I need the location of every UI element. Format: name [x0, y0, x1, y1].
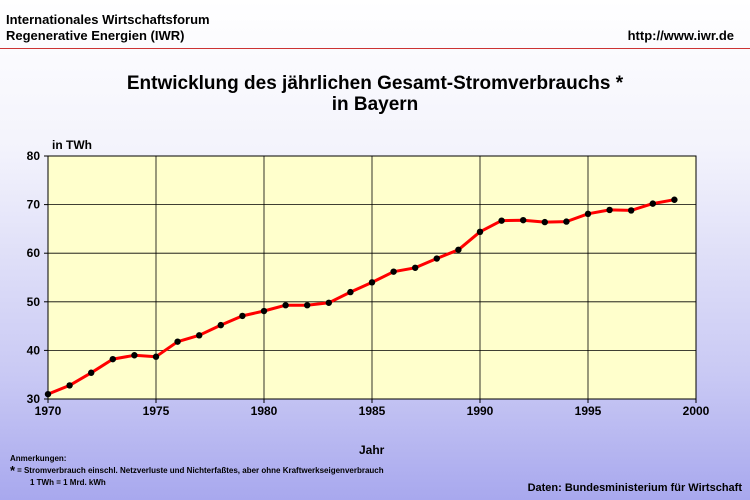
data-point	[88, 369, 95, 376]
y-tick-label: 80	[27, 149, 41, 163]
data-point	[563, 218, 570, 225]
data-point	[476, 228, 484, 236]
data-point	[412, 264, 419, 271]
website-url: http://www.iwr.de	[627, 28, 734, 43]
data-point	[131, 352, 138, 359]
data-point	[584, 210, 592, 218]
data-point	[347, 288, 354, 296]
header-divider	[0, 48, 750, 49]
x-tick-label: 1985	[359, 404, 386, 418]
x-tick-label: 2000	[683, 404, 710, 418]
x-tick-label: 1980	[251, 404, 278, 418]
y-axis-unit-label: in TWh	[52, 138, 92, 152]
data-point	[217, 321, 224, 329]
x-tick-label: 1975	[143, 404, 170, 418]
data-point	[304, 302, 311, 309]
data-point	[152, 353, 160, 360]
organization-name: Internationales Wirtschaftsforum Regener…	[6, 12, 210, 44]
data-point	[671, 196, 678, 203]
data-point	[498, 217, 505, 224]
x-axis-label: Jahr	[359, 443, 385, 457]
data-point	[390, 268, 397, 275]
x-tick-label: 1970	[35, 404, 62, 418]
notes: Anmerkungen: * = Stromverbrauch einschl. …	[10, 453, 384, 489]
data-point	[541, 218, 548, 226]
y-tick-label: 60	[27, 246, 41, 260]
series-line	[47, 198, 675, 396]
org-line-1: Internationales Wirtschaftsforum	[6, 12, 210, 27]
data-point	[520, 216, 527, 224]
data-source: Daten: Bundesministerium für Wirtschaft	[527, 482, 742, 494]
x-tick-label: 1995	[575, 404, 602, 418]
y-tick-label: 70	[27, 198, 41, 212]
x-tick-label: 1990	[467, 404, 494, 418]
data-point	[325, 299, 332, 306]
notes-definition-text: = Stromverbrauch einschl. Netzverluste u…	[17, 466, 384, 475]
chart-title-line-1: Entwicklung des jährlichen Gesamt-Stromv…	[126, 73, 624, 94]
data-point	[455, 246, 462, 253]
data-point	[628, 207, 635, 214]
notes-star: *	[10, 463, 16, 478]
data-point	[433, 255, 440, 262]
y-tick-label: 50	[27, 295, 41, 309]
data-point	[649, 200, 656, 207]
notes-definition: * = Stromverbrauch einschl. Netzverluste …	[10, 463, 384, 478]
data-point	[196, 332, 203, 339]
data-point	[606, 206, 613, 214]
notes-unit-conversion: 1 TWh = 1 Mrd. kWh	[30, 478, 106, 487]
data-point	[260, 307, 268, 315]
data-point	[282, 302, 289, 309]
data-point	[66, 382, 73, 389]
y-tick-label: 40	[27, 343, 41, 357]
notes-heading: Anmerkungen:	[10, 454, 67, 463]
chart-title-line-2: in Bayern	[331, 94, 419, 115]
data-point	[44, 390, 52, 398]
y-tick-label: 30	[27, 392, 41, 406]
data-point	[174, 338, 181, 345]
data-point	[109, 355, 117, 363]
data-point	[368, 279, 376, 286]
data-point	[239, 312, 246, 320]
org-line-2: Regenerative Energien (IWR)	[6, 28, 185, 43]
